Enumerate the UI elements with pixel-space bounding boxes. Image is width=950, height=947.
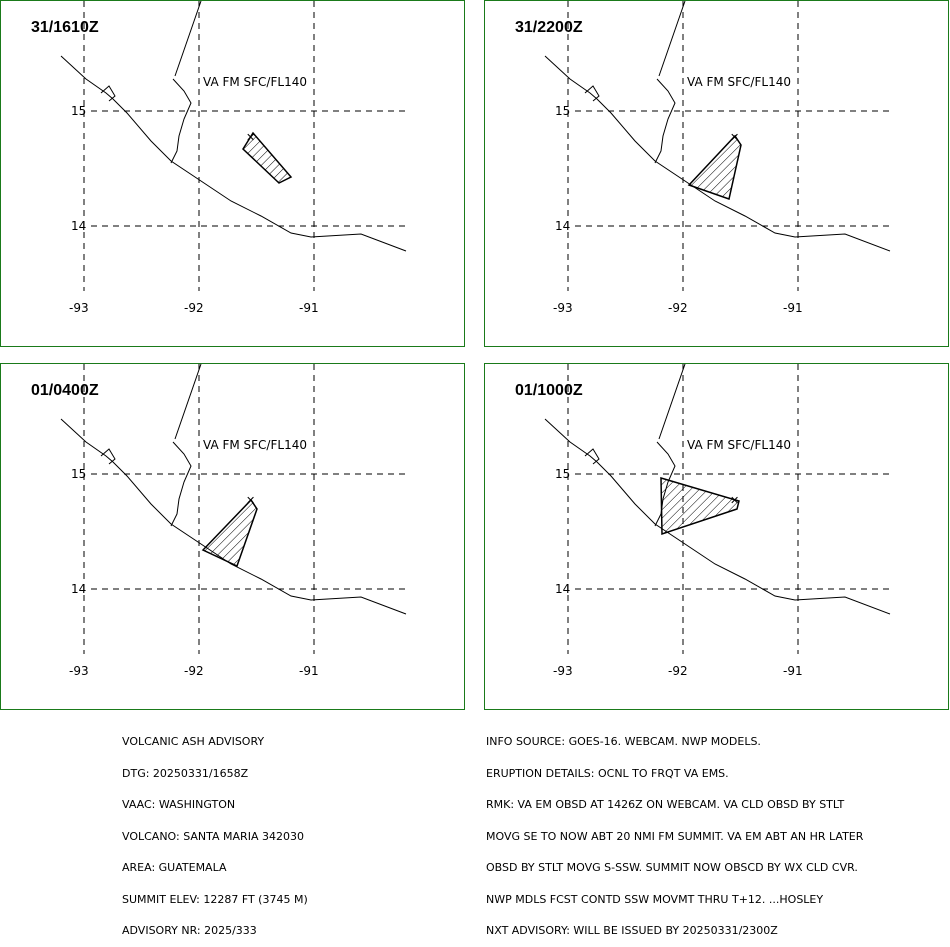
advisory-line: MOVG SE TO NOW ABT 20 NMI FM SUMMIT. VA … — [486, 829, 864, 843]
lon-tick-92: -92 — [184, 664, 204, 678]
map-graphic: ✕ — [60, 1, 407, 291]
ash-polygon — [242, 131, 293, 184]
advisory-left-block: VOLCANIC ASH ADVISORY DTG: 20250331/1658… — [122, 716, 308, 947]
va-label: VA FM SFC/FL140 — [203, 75, 307, 89]
lat-tick-14: 14 — [555, 582, 571, 596]
advisory-line: NWP MDLS FCST CONTD SSW MOVMT THRU T+12.… — [486, 892, 824, 906]
lat-tick-15: 15 — [555, 104, 571, 118]
forecast-panel-3: ✕ 01/0400Z VA FM SFC/FL140 15 14 -93 -92… — [0, 363, 465, 710]
map-graphic: ✕ — [544, 364, 891, 654]
advisory-line: ADVISORY NR: 2025/333 — [122, 924, 257, 937]
lon-tick-92: -92 — [668, 301, 688, 315]
lon-tick-91: -91 — [299, 301, 319, 315]
ash-polygon — [687, 134, 742, 200]
lon-tick-91: -91 — [299, 664, 319, 678]
lon-tick-93: -93 — [69, 664, 89, 678]
volcano-icon: ✕ — [730, 494, 739, 507]
panel-title: 01/1000Z — [515, 382, 583, 399]
lon-tick-93: -93 — [553, 301, 573, 315]
lon-tick-92: -92 — [184, 301, 204, 315]
advisory-right-block: INFO SOURCE: GOES-16. WEBCAM. NWP MODELS… — [486, 716, 863, 947]
advisory-line: VOLCANO: SANTA MARIA 342030 — [122, 829, 304, 843]
lon-tick-91: -91 — [783, 301, 803, 315]
advisory-line: AREA: GUATEMALA — [122, 861, 227, 874]
forecast-panel-2: ✕ 31/2200Z VA FM SFC/FL140 15 14 -93 -92… — [484, 0, 949, 347]
lat-tick-14: 14 — [555, 219, 571, 233]
ash-polygon — [201, 498, 258, 568]
advisory-line: VOLCANIC ASH ADVISORY — [122, 735, 265, 748]
panel-title: 01/0400Z — [31, 382, 99, 399]
coastline — [60, 364, 407, 615]
lon-tick-93: -93 — [69, 301, 89, 315]
map-graphic: ✕ — [60, 364, 407, 654]
va-label: VA FM SFC/FL140 — [687, 75, 791, 89]
advisory-line: VAAC: WASHINGTON — [122, 798, 236, 811]
coastline — [544, 1, 891, 252]
va-label: VA FM SFC/FL140 — [203, 438, 307, 452]
panel-title: 31/2200Z — [515, 19, 583, 36]
advisory-line: DTG: 20250331/1658Z — [122, 766, 249, 780]
volcano-icon: ✕ — [730, 131, 739, 144]
ash-polygon — [660, 476, 740, 536]
volcano-icon: ✕ — [246, 494, 255, 507]
advisory-line: SUMMIT ELEV: 12287 FT (3745 M) — [122, 892, 308, 906]
panel-title: 31/1610Z — [31, 19, 99, 36]
coastline — [544, 364, 891, 615]
advisory-line: ERUPTION DETAILS: OCNL TO FRQT VA EMS. — [486, 766, 729, 780]
forecast-panel-1: ✕ 31/1610Z VA FM SFC/FL140 15 14 -93 -92… — [0, 0, 465, 347]
advisory-line: INFO SOURCE: GOES-16. WEBCAM. NWP MODELS… — [486, 735, 761, 748]
lon-tick-91: -91 — [783, 664, 803, 678]
va-label: VA FM SFC/FL140 — [687, 438, 791, 452]
advisory-line: OBSD BY STLT MOVG S-SSW. SUMMIT NOW OBSC… — [486, 861, 858, 874]
lat-tick-15: 15 — [555, 467, 571, 481]
forecast-panel-4: ✕ 01/1000Z VA FM SFC/FL140 15 14 -93 -92… — [484, 363, 949, 710]
lon-tick-92: -92 — [668, 664, 688, 678]
lon-tick-93: -93 — [553, 664, 573, 678]
map-graphic: ✕ — [544, 1, 891, 291]
coastline — [60, 1, 407, 252]
lat-tick-14: 14 — [71, 582, 87, 596]
lat-tick-15: 15 — [71, 467, 87, 481]
advisory-line: NXT ADVISORY: WILL BE ISSUED BY 20250331… — [486, 924, 778, 937]
lat-tick-14: 14 — [71, 219, 87, 233]
lat-tick-15: 15 — [71, 104, 87, 118]
volcano-icon: ✕ — [246, 131, 255, 144]
advisory-line: RMK: VA EM OBSD AT 1426Z ON WEBCAM. VA C… — [486, 798, 845, 811]
